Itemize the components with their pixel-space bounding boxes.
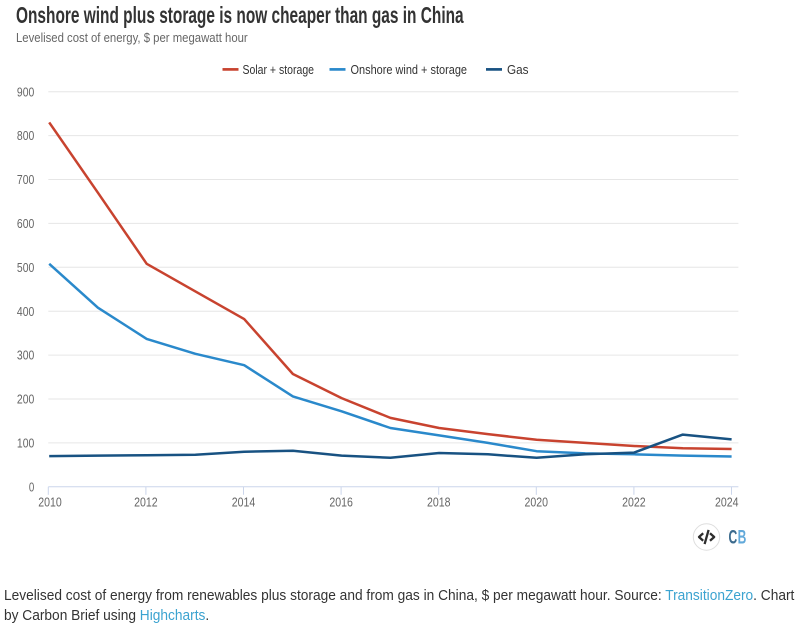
svg-text:2022: 2022	[622, 494, 646, 509]
svg-text:2012: 2012	[134, 494, 158, 509]
svg-text:2010: 2010	[38, 494, 62, 509]
svg-text:0: 0	[29, 479, 34, 494]
svg-text:2014: 2014	[232, 494, 256, 509]
svg-text:2018: 2018	[427, 494, 451, 509]
svg-text:700: 700	[17, 172, 34, 187]
svg-text:500: 500	[17, 260, 34, 275]
svg-text:Gas: Gas	[507, 63, 529, 77]
svg-text:300: 300	[17, 348, 34, 363]
svg-text:2020: 2020	[525, 494, 549, 509]
svg-text:400: 400	[17, 304, 34, 319]
svg-text:C: C	[729, 527, 738, 549]
svg-text:100: 100	[17, 436, 34, 451]
svg-text:600: 600	[17, 216, 34, 231]
svg-text:Onshore wind + storage: Onshore wind + storage	[351, 63, 468, 77]
svg-text:B: B	[738, 527, 747, 549]
svg-text:Solar + storage: Solar + storage	[243, 63, 315, 77]
svg-text:800: 800	[17, 128, 34, 143]
svg-text:2016: 2016	[329, 494, 353, 509]
svg-text:900: 900	[17, 84, 34, 99]
svg-text:200: 200	[17, 392, 34, 407]
svg-text:2024: 2024	[715, 494, 739, 509]
